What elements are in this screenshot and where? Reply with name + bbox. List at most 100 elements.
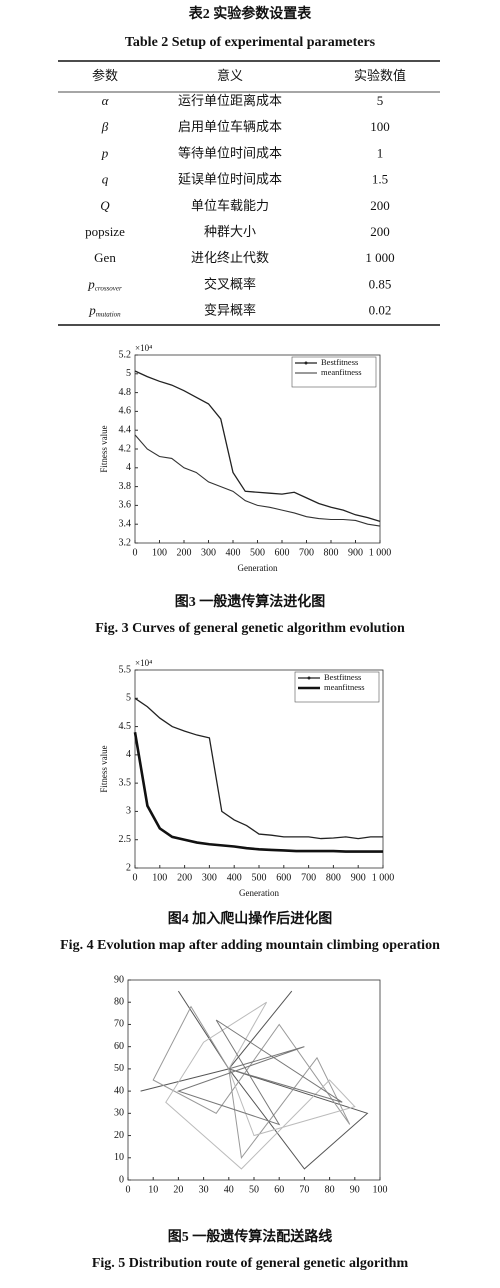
- x-axis-label: Generation: [238, 563, 278, 573]
- table-symbol: β: [101, 119, 109, 134]
- legend-label: meanfitness: [324, 682, 365, 692]
- table-value: 1.5: [372, 172, 388, 187]
- y-tick-label: 2: [126, 862, 131, 873]
- table-meaning: 变异概率: [204, 303, 256, 318]
- symbol-main: Gen: [94, 250, 116, 265]
- y-tick-label: 80: [114, 997, 124, 1008]
- symbol-main: p: [101, 145, 109, 160]
- x-tick-label: 0: [133, 872, 138, 883]
- legend-label: Bestfitness: [321, 357, 358, 367]
- x-tick-label: 900: [351, 872, 366, 883]
- y-tick-label: 5: [126, 368, 131, 379]
- x-tick-label: 60: [274, 1184, 284, 1195]
- y-tick-label: 90: [114, 974, 124, 985]
- route: [165, 1001, 356, 1170]
- legend-marker: [304, 361, 308, 365]
- symbol-main: q: [102, 172, 109, 187]
- caption-cn: 图4 加入爬山操作后进化图: [168, 910, 333, 927]
- x-tick-label: 100: [152, 547, 167, 558]
- route: [140, 990, 369, 1170]
- caption-cn: 图5 一般遗传算法配送路线: [168, 1228, 333, 1245]
- y-tick-label: 3.5: [119, 777, 132, 788]
- x-tick-label: 800: [324, 547, 339, 558]
- y-tick-label: 3.6: [119, 500, 132, 511]
- route: [176, 1019, 343, 1126]
- x-tick-label: 200: [177, 547, 192, 558]
- y-tick-label: 4.5: [119, 721, 132, 732]
- symbol-main: β: [101, 119, 109, 134]
- table-symbol: Q: [100, 198, 110, 213]
- y-tick-label: 0: [119, 1174, 124, 1185]
- y-tick-label: 5: [126, 693, 131, 704]
- route: [152, 1005, 351, 1160]
- x-tick-label: 700: [301, 872, 316, 883]
- x-tick-label: 100: [152, 872, 167, 883]
- y-tick-label: 5.5: [119, 664, 132, 675]
- x-tick-label: 1 000: [372, 872, 395, 883]
- y-tick-label: 5.2: [119, 349, 132, 360]
- y-tick-label: 2.5: [119, 834, 132, 845]
- y-tick-label: 4: [126, 462, 131, 473]
- caption-en: Fig. 5 Distribution route of general gen…: [92, 1256, 409, 1271]
- x-tick-label: 50: [249, 1184, 259, 1195]
- y-tick-label: 30: [114, 1108, 124, 1119]
- table-symbol: Gen: [94, 250, 116, 265]
- legend-box: [294, 671, 380, 703]
- table-header: 实验数值: [354, 68, 406, 83]
- table-meaning: 交叉概率: [204, 276, 256, 291]
- x-tick-label: 600: [275, 547, 290, 558]
- x-tick-label: 30: [199, 1184, 209, 1195]
- table-symbol: pcrossover: [87, 276, 122, 292]
- data-line: [134, 434, 381, 527]
- y-tick-label: 3.8: [119, 481, 132, 492]
- table-header: 参数: [92, 68, 118, 83]
- table-symbol: q: [102, 172, 109, 187]
- x-tick-label: 20: [173, 1184, 183, 1195]
- table-meaning: 运行单位距离成本: [178, 93, 282, 108]
- table-value: 0.02: [369, 303, 392, 318]
- table-title-cn: 表2 实验参数设置表: [188, 5, 312, 22]
- legend-marker: [307, 676, 311, 680]
- table-header: 意义: [217, 68, 243, 83]
- y-tick-label: 60: [114, 1041, 124, 1052]
- symbol-main: popsize: [85, 224, 125, 239]
- y-tick-label: 20: [114, 1130, 124, 1141]
- caption-en: Fig. 4 Evolution map after adding mounta…: [60, 938, 440, 953]
- symbol-main: p: [87, 276, 95, 291]
- x-tick-label: 200: [177, 872, 192, 883]
- caption-en: Fig. 3 Curves of general genetic algorit…: [95, 621, 405, 636]
- table-value: 1: [377, 145, 384, 160]
- legend-label: meanfitness: [321, 367, 362, 377]
- table-value: 0.85: [369, 276, 392, 291]
- x-tick-label: 700: [299, 547, 314, 558]
- y-tick-label: 40: [114, 1085, 124, 1096]
- x-tick-label: 800: [326, 872, 341, 883]
- x-tick-label: 500: [250, 547, 265, 558]
- table-symbol: pmutation: [88, 303, 121, 319]
- x-tick-label: 40: [224, 1184, 234, 1195]
- table-symbol: popsize: [85, 224, 125, 239]
- y-tick-label: 4.6: [119, 406, 132, 417]
- legend-label: Bestfitness: [324, 672, 361, 682]
- data-line: [133, 732, 383, 853]
- y-axis-label: Fitness value: [99, 425, 109, 472]
- y-tick-label: 3.2: [119, 537, 132, 548]
- symbol-main: α: [102, 93, 110, 108]
- symbol-main: p: [88, 303, 96, 318]
- table-symbol: α: [102, 93, 110, 108]
- y-axis-label: Fitness value: [99, 745, 109, 792]
- y-tick-label: 70: [114, 1019, 124, 1030]
- caption-cn: 图3 一般遗传算法进化图: [175, 593, 326, 610]
- table-meaning: 等待单位时间成本: [178, 145, 282, 160]
- plot-frame: [134, 354, 381, 544]
- y-tick-label: 50: [114, 1063, 124, 1074]
- symbol-sub: crossover: [95, 284, 122, 292]
- table-meaning: 种群大小: [204, 224, 256, 239]
- y-tick-label: 4.8: [119, 387, 132, 398]
- y-multiplier: ×10⁴: [135, 343, 152, 353]
- symbol-main: Q: [100, 198, 110, 213]
- x-tick-label: 100: [373, 1184, 388, 1195]
- x-tick-label: 0: [126, 1184, 131, 1195]
- x-tick-label: 300: [202, 872, 217, 883]
